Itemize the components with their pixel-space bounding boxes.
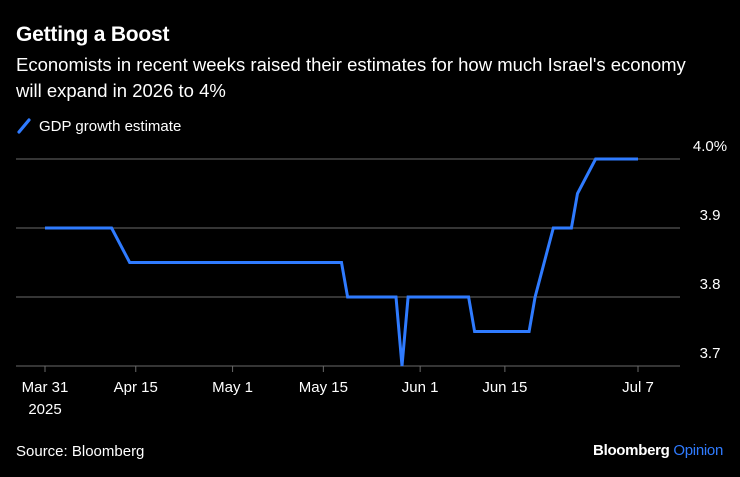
- brand-logo: Bloomberg Opinion: [593, 442, 723, 459]
- source-note: Source: Bloomberg: [16, 443, 145, 460]
- x-tick-label: Jul 7: [622, 379, 654, 396]
- y-tick-label: 3.7: [700, 345, 721, 362]
- y-tick-label: 3.9: [700, 207, 721, 224]
- y-tick-label: 4.0%: [693, 138, 727, 155]
- brand-suffix: Opinion: [673, 442, 723, 459]
- series-line-gdp-growth-estimate: [45, 157, 638, 367]
- y-tick-label: 3.8: [700, 276, 721, 293]
- x-tick-sublabel: 2025: [28, 401, 61, 418]
- chart-subtitle: Economists in recent weeks raised their …: [16, 54, 686, 101]
- x-tick-label: Jun 15: [482, 379, 527, 396]
- x-tick-label: May 1: [212, 379, 253, 396]
- x-tick-label: Mar 31: [22, 379, 69, 396]
- legend: GDP growth estimate: [16, 116, 181, 136]
- line-swatch-icon: [17, 118, 31, 134]
- x-tick-label: Jun 1: [402, 379, 439, 396]
- brand-name: Bloomberg: [593, 442, 670, 459]
- x-tick-label: Apr 15: [114, 379, 158, 396]
- line-chart: 4.0% 3.9 3.8 3.7 Mar 31 2025 Apr 15 May 1 May 15…: [16, 138, 727, 418]
- legend-label: GDP growth estimate: [39, 117, 182, 135]
- x-tick-label: May 15: [299, 379, 348, 396]
- chart-title: Getting a Boost: [16, 23, 170, 46]
